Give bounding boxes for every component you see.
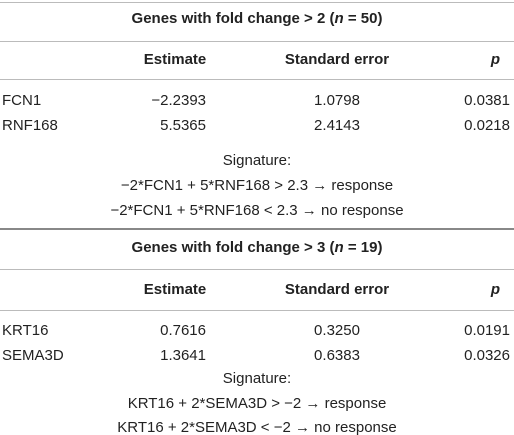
section-title: Genes with fold change > 2 (n = 50): [132, 10, 383, 28]
cell: 0.0218: [464, 117, 510, 134]
cell: 0.3250: [314, 322, 360, 339]
rule: [0, 310, 514, 311]
signature: −2*FCN1 + 5*RNF168 > 2.3 → response: [120, 177, 394, 194]
rule: [0, 228, 514, 230]
title-text: = 50): [343, 10, 383, 27]
cell: 5.5365: [160, 117, 206, 134]
signature: Signature:: [222, 152, 292, 169]
column-header: p: [490, 51, 500, 68]
column-header: Estimate: [143, 281, 207, 298]
section-title: Genes with fold change > 3 (n = 19): [132, 239, 383, 257]
title-text: = 19): [343, 239, 383, 256]
row-label: KRT16: [2, 322, 49, 339]
title-text: n: [334, 239, 344, 256]
rule: [0, 269, 514, 270]
cell: 1.3641: [160, 347, 206, 364]
signature: Signature:: [222, 370, 292, 387]
cell: 0.0381: [464, 92, 510, 109]
row-label: FCN1: [2, 92, 42, 109]
column-header: p: [490, 281, 500, 298]
signature: KRT16 + 2*SEMA3D < −2 → no response: [117, 419, 397, 435]
cell: −2.2393: [151, 92, 206, 109]
cell: 1.0798: [314, 92, 360, 109]
rule: [0, 41, 514, 42]
rule: [0, 2, 514, 3]
cell: 0.0191: [464, 322, 510, 339]
column-header: Estimate: [143, 51, 207, 68]
cell: 0.0326: [464, 347, 510, 364]
row-label: RNF168: [2, 117, 58, 134]
row-label: SEMA3D: [2, 347, 64, 364]
signature: −2*FCN1 + 5*RNF168 < 2.3 → no response: [110, 202, 404, 219]
title-text: Genes with fold change > 2 (: [131, 10, 335, 27]
title-text: Genes with fold change > 3 (: [131, 239, 335, 256]
column-header: Standard error: [284, 51, 390, 68]
title-text: n: [334, 10, 344, 27]
signature: KRT16 + 2*SEMA3D > −2 → response: [127, 395, 387, 412]
rule: [0, 79, 514, 80]
column-header: Standard error: [284, 281, 390, 298]
cell: 0.7616: [160, 322, 206, 339]
cell: 2.4143: [314, 117, 360, 134]
cell: 0.6383: [314, 347, 360, 364]
